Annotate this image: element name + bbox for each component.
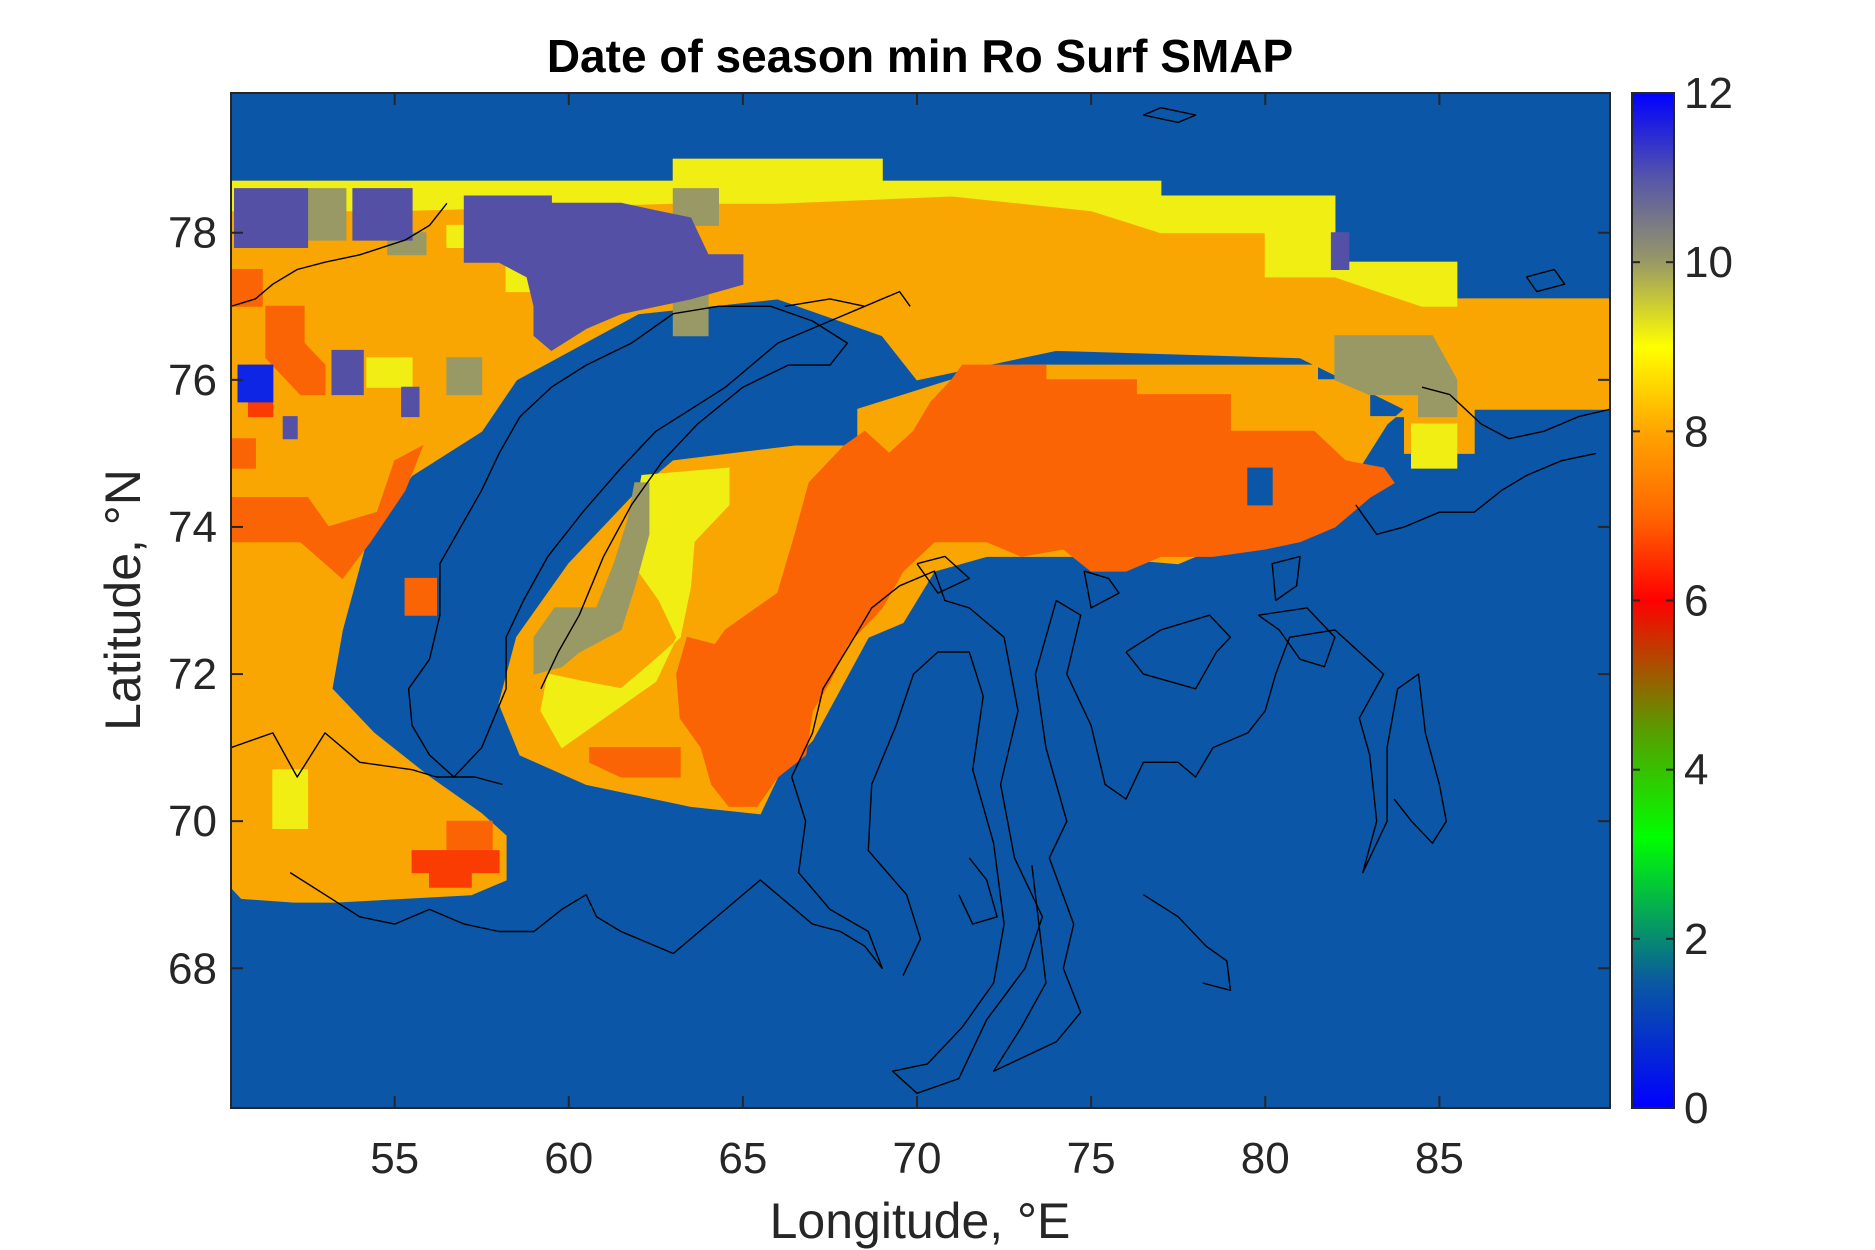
region-value-7-10 xyxy=(231,438,256,469)
region-value-6-2-29 xyxy=(411,850,500,888)
region-value-7-14 xyxy=(404,577,437,616)
x-tick-label: 65 xyxy=(718,1134,767,1183)
coastline-15 xyxy=(1421,386,1610,440)
coastline-7 xyxy=(1143,894,1232,991)
chart-title: Date of season min Ro Surf SMAP xyxy=(547,30,1293,82)
y-tick-label: 74 xyxy=(168,503,217,552)
region-value-11-23 xyxy=(234,188,309,248)
y-axis-label: Latitude, °N xyxy=(95,469,151,731)
region-value-10-16 xyxy=(1334,335,1458,418)
colorbar: 0 2 4 6 8 10 12 xyxy=(1631,69,1733,1133)
colorbar-tick-label: 0 xyxy=(1684,1084,1708,1133)
coastline-1 xyxy=(992,600,1082,1072)
coastline-16 xyxy=(1355,452,1597,535)
y-tick-label: 70 xyxy=(168,797,217,846)
colorbar-tick-label: 8 xyxy=(1684,407,1708,456)
region-value-11-28 xyxy=(1330,232,1350,270)
colorbar-tick-label: 2 xyxy=(1684,915,1708,964)
coastline-6 xyxy=(958,857,998,925)
coastline-12 xyxy=(231,202,448,307)
coastline-14 xyxy=(1525,268,1566,293)
region-value-7-11 xyxy=(265,305,326,396)
region-layer xyxy=(231,158,1610,903)
region-value-11-25 xyxy=(331,349,364,396)
x-axis-label: Longitude, °E xyxy=(770,1193,1071,1249)
coastline-5 xyxy=(916,555,970,594)
region-value-7-7 xyxy=(676,364,1395,807)
colorbar-ticks: 0 2 4 6 8 10 12 xyxy=(1632,69,1733,1133)
coastline-3 xyxy=(1125,614,1232,690)
x-tick-label: 55 xyxy=(370,1134,419,1183)
coastline-13 xyxy=(784,290,911,307)
region-value-1-3-32 xyxy=(1247,467,1273,506)
region-value-7-13 xyxy=(446,820,493,852)
x-axis: 55 60 65 70 75 80 85 xyxy=(370,93,1464,1183)
region-value-7-8 xyxy=(589,747,681,778)
region-value-10-18 xyxy=(446,357,483,396)
coastline-4 xyxy=(1083,570,1120,609)
region-value-9-4 xyxy=(366,357,413,388)
coastline-11 xyxy=(231,732,503,786)
map-plot-area xyxy=(231,93,1610,1108)
x-tick-label: 85 xyxy=(1415,1134,1464,1183)
coastline-10 xyxy=(407,305,866,778)
coastline-2 xyxy=(1055,599,1448,874)
region-value-7-12 xyxy=(231,269,263,307)
region-value-11-24 xyxy=(352,188,413,241)
region-value-9-6 xyxy=(1411,423,1458,469)
region-value-9-2 xyxy=(540,467,730,749)
region-value-7-9 xyxy=(231,444,424,580)
region-value-0-4-31 xyxy=(237,364,274,403)
coastline-17 xyxy=(1143,106,1197,124)
y-tick-label: 68 xyxy=(168,944,217,993)
colorbar-tick-label: 10 xyxy=(1684,238,1733,287)
region-value-10-15 xyxy=(533,482,650,675)
region-value-11-22 xyxy=(463,195,744,352)
region-value-10-20 xyxy=(672,188,719,226)
colorbar-tick-label: 12 xyxy=(1684,69,1733,118)
coastline-8 xyxy=(1257,607,1336,668)
x-tick-label: 60 xyxy=(544,1134,593,1183)
y-tick-label: 76 xyxy=(168,356,217,405)
x-tick-label: 70 xyxy=(893,1134,942,1183)
region-value-11-27 xyxy=(401,386,420,418)
colorbar-tick-label: 6 xyxy=(1684,577,1708,626)
region-value-9-5 xyxy=(272,769,309,829)
coastline-layer xyxy=(231,106,1610,1095)
x-tick-label: 80 xyxy=(1241,1134,1290,1183)
axes-frame xyxy=(230,92,1611,1109)
coastline-9 xyxy=(1271,555,1301,602)
x-tick-label: 75 xyxy=(1067,1134,1116,1183)
coastline-0 xyxy=(289,570,1044,1095)
y-tick-label: 78 xyxy=(168,209,217,258)
colorbar-tick-label: 4 xyxy=(1684,746,1708,795)
y-axis: 68 70 72 74 76 78 xyxy=(168,209,1610,993)
y-tick-label: 72 xyxy=(168,650,217,699)
region-value-10-17 xyxy=(307,188,347,241)
region-value-11-26 xyxy=(282,416,298,440)
